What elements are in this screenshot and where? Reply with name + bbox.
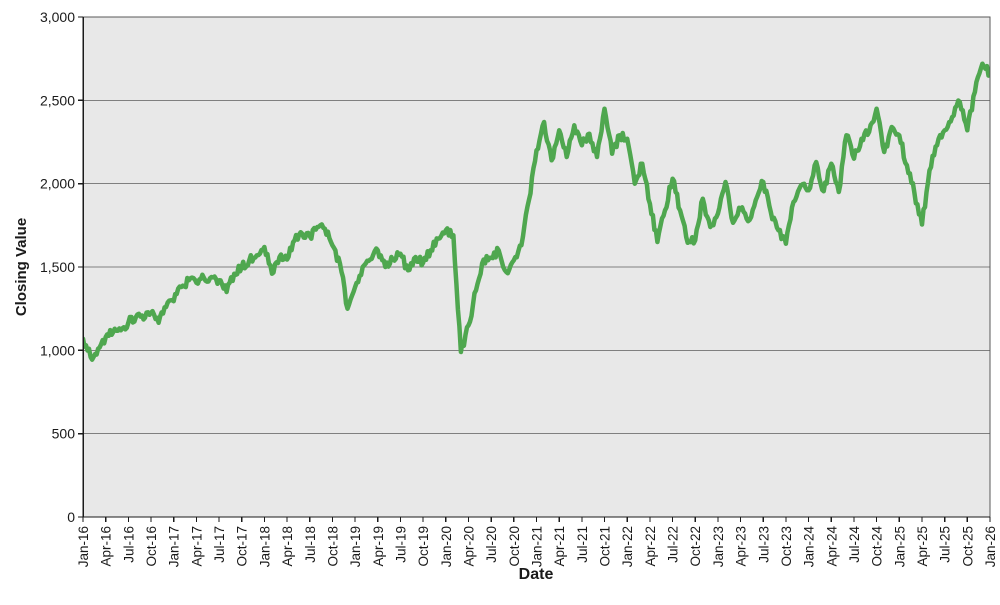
x-tick-label: Oct-21	[598, 526, 613, 567]
y-tick-label: 500	[52, 426, 76, 442]
x-tick-label: Jan-20	[439, 526, 454, 567]
x-tick-label: Jul-17	[212, 526, 227, 563]
tick-labels-layer: 0 500 1,000 1,500 2,000 2,500 3,000 Jan-16 Apr-1…	[40, 9, 998, 567]
x-tick-label: Apr-25	[915, 526, 930, 567]
y-tick-label: 3,000	[40, 9, 75, 25]
x-tick-label: Jan-17	[167, 526, 182, 567]
y-axis-title: Closing Value	[13, 218, 30, 316]
x-tick-label: Apr-16	[99, 526, 114, 567]
x-tick-label: Jul-20	[484, 526, 499, 563]
x-axis-title: Date	[519, 566, 554, 583]
y-tick-label: 2,000	[40, 176, 75, 192]
x-tick-label: Jan-25	[892, 526, 907, 567]
x-tick-label: Oct-22	[688, 526, 703, 567]
x-tick-label: Oct-20	[507, 526, 522, 567]
x-tick-label: Jan-21	[530, 526, 545, 567]
x-tick-label: Oct-19	[416, 526, 431, 567]
x-tick-label: Apr-24	[824, 526, 839, 567]
series-layer	[83, 61, 990, 362]
x-tick-label: Apr-20	[461, 526, 476, 567]
y-tick-label: 0	[67, 509, 75, 525]
x-tick-label: Apr-17	[189, 526, 204, 567]
x-tick-label: Jan-26	[983, 526, 998, 567]
axes-frame-layer	[78, 16, 991, 522]
x-tick-label: Jul-21	[575, 526, 590, 563]
y-tick-label: 2,500	[40, 92, 75, 108]
x-tick-label: Jul-25	[938, 526, 953, 563]
x-tick-label: Oct-17	[235, 526, 250, 567]
x-tick-label: Oct-25	[960, 526, 975, 567]
x-tick-label: Apr-18	[280, 526, 295, 567]
x-tick-label: Jan-16	[76, 526, 91, 567]
x-tick-label: Jan-23	[711, 526, 726, 567]
x-tick-label: Apr-21	[552, 526, 567, 567]
x-tick-label: Jan-22	[620, 526, 635, 567]
x-tick-label: Jul-22	[666, 526, 681, 563]
closing-value-line	[83, 61, 990, 362]
x-tick-label: Apr-22	[643, 526, 658, 567]
x-tick-label: Oct-24	[870, 526, 885, 567]
x-tick-label: Jul-24	[847, 526, 862, 563]
x-tick-label: Jul-18	[303, 526, 318, 563]
x-tick-label: Jan-18	[257, 526, 272, 567]
y-tick-label: 1,000	[40, 342, 75, 358]
x-tick-label: Jan-19	[348, 526, 363, 567]
x-tick-label: Oct-23	[779, 526, 794, 567]
y-tick-label: 1,500	[40, 259, 75, 275]
x-tick-label: Oct-18	[325, 526, 340, 567]
x-tick-label: Apr-19	[371, 526, 386, 567]
x-tick-label: Jul-23	[756, 526, 771, 563]
x-tick-label: Jul-16	[121, 526, 136, 563]
x-tick-label: Jan-24	[802, 526, 817, 568]
x-tick-label: Jul-19	[393, 526, 408, 563]
x-tick-label: Apr-23	[734, 526, 749, 567]
x-tick-label: Oct-16	[144, 526, 159, 567]
